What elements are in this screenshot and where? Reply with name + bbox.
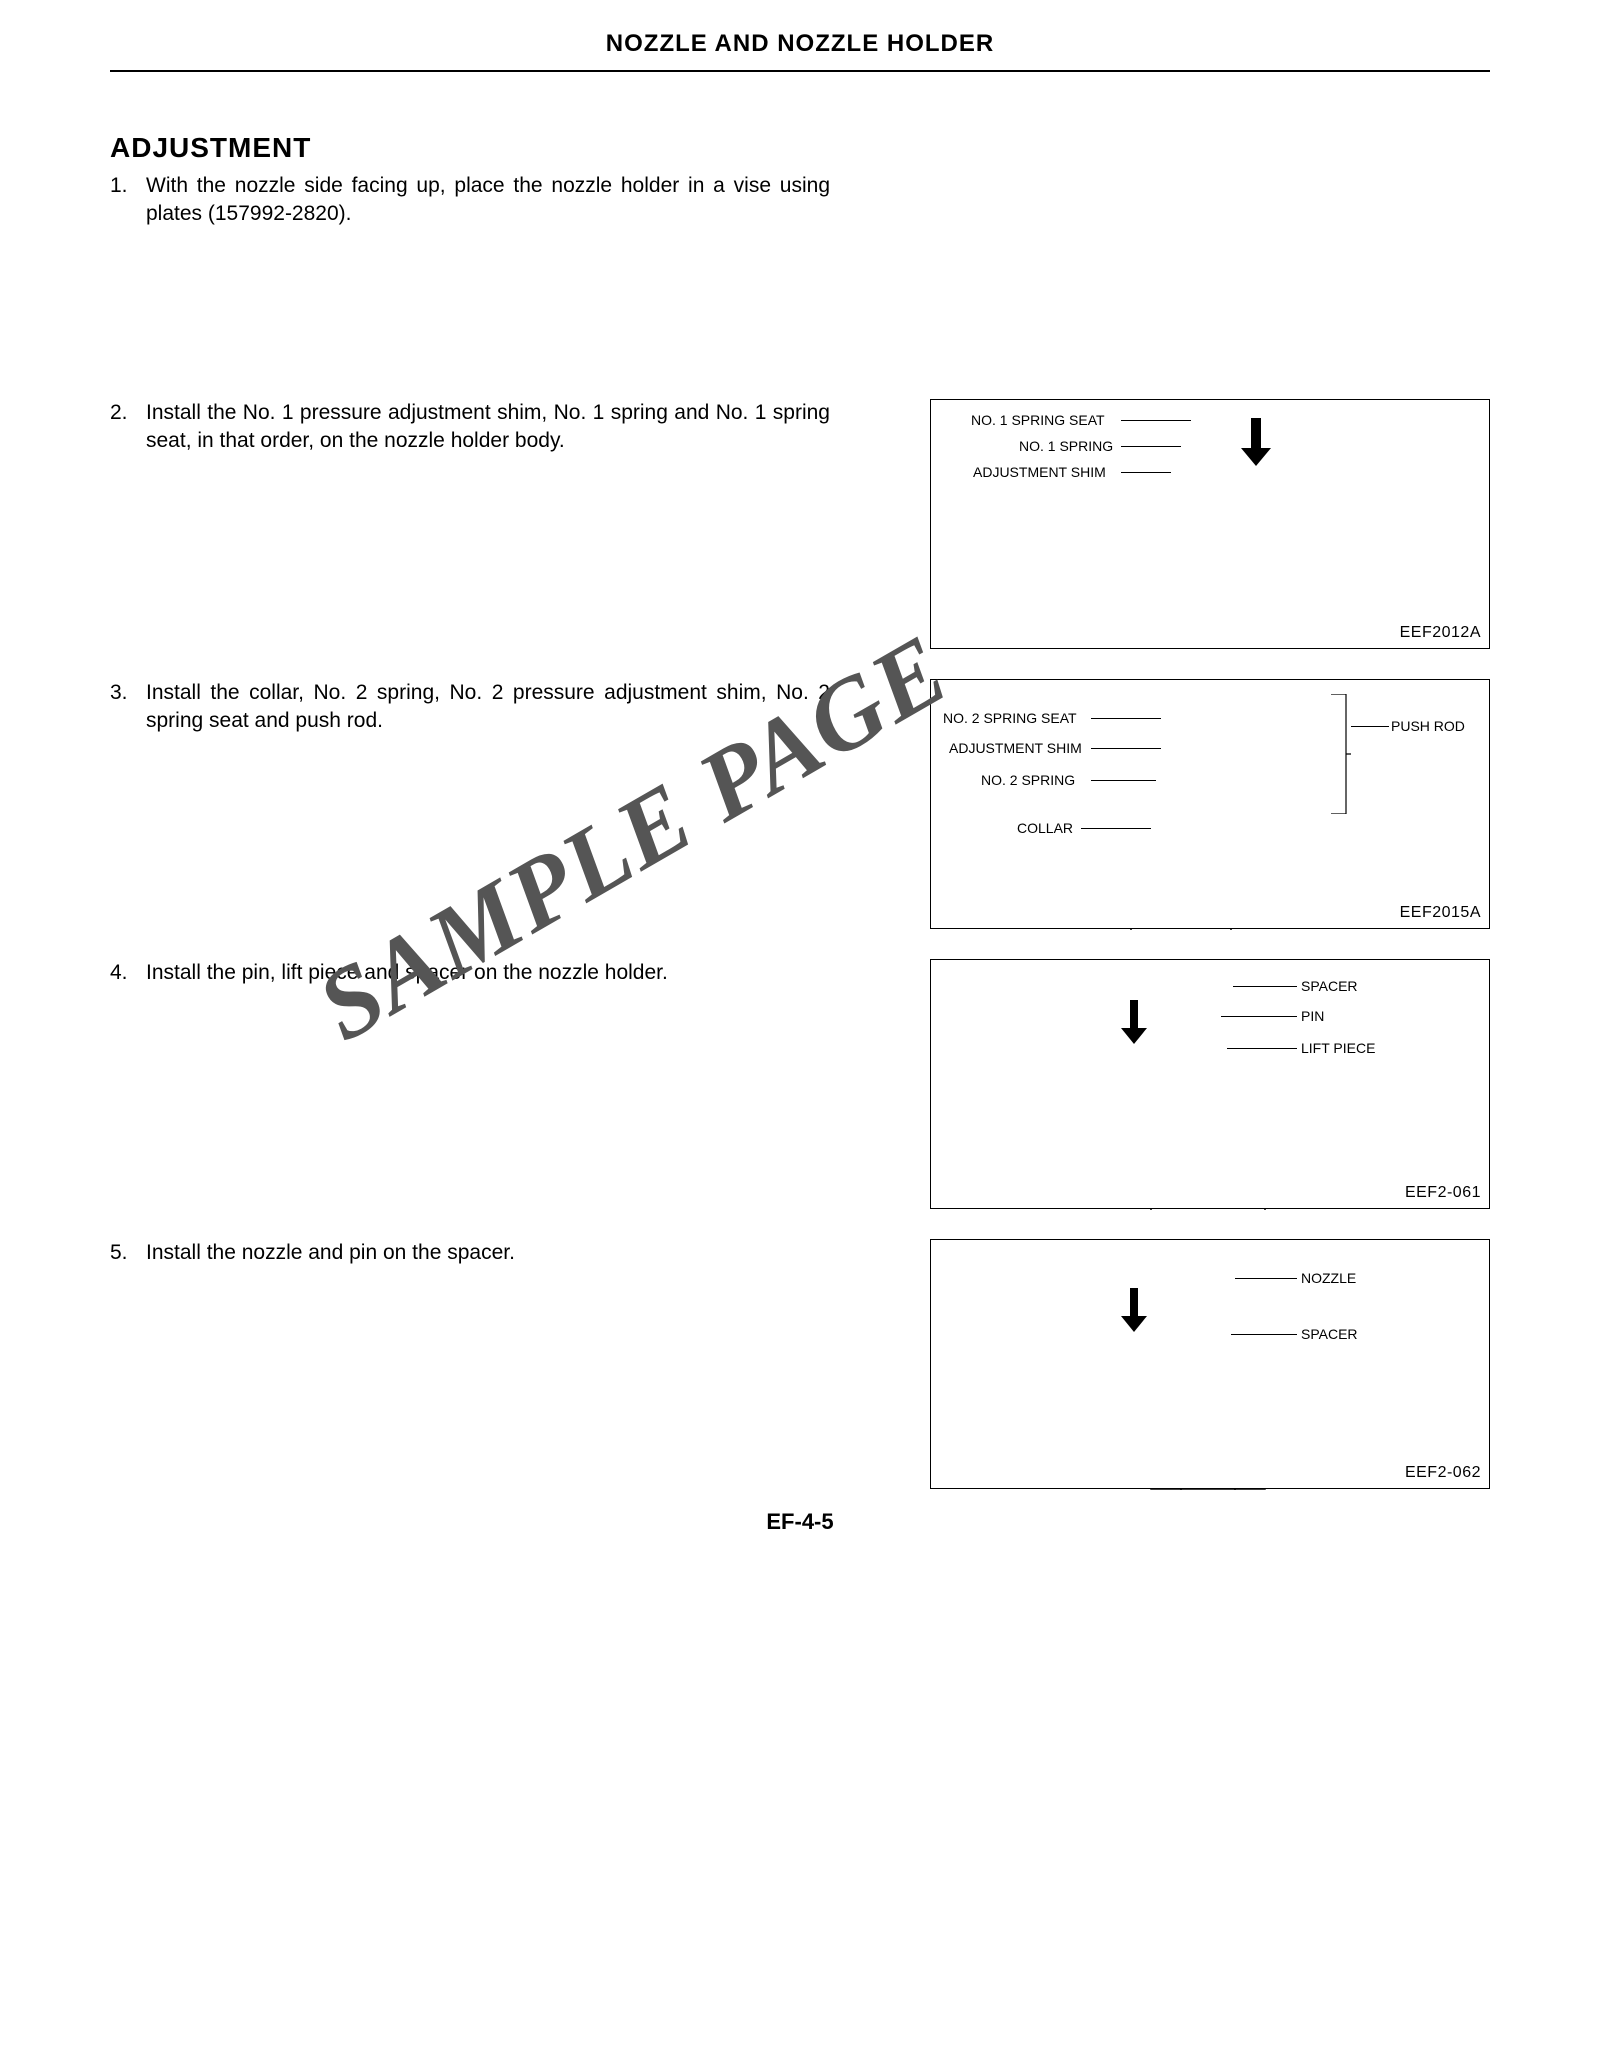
- step-4-text: Install the pin, lift piece and spacer o…: [146, 959, 830, 987]
- fig5-illustration: [931, 1240, 1491, 1490]
- fig3-callout-push-rod: PUSH ROD: [1391, 718, 1465, 734]
- section-title: ADJUSTMENT: [110, 132, 1490, 164]
- step-5: 5. Install the nozzle and pin on the spa…: [110, 1239, 1490, 1489]
- figure-5: NOZZLE SPACER: [930, 1239, 1490, 1489]
- figure-4: SPACER PIN LIFT PIECE: [930, 959, 1490, 1209]
- step-3-text: Install the collar, No. 2 spring, No. 2 …: [146, 679, 830, 736]
- fig3-callout-collar: COLLAR: [1017, 820, 1073, 836]
- step-3-num: 3.: [110, 679, 146, 736]
- fig5-callout-spacer: SPACER: [1301, 1326, 1358, 1342]
- fig4-callout-lift-piece: LIFT PIECE: [1301, 1040, 1375, 1056]
- step-2-text: Install the No. 1 pressure adjustment sh…: [146, 399, 830, 456]
- step-2: 2. Install the No. 1 pressure adjustment…: [110, 399, 1490, 649]
- fig2-code: EEF2012A: [1400, 624, 1481, 642]
- page-header-title: NOZZLE AND NOZZLE HOLDER: [110, 30, 1490, 72]
- step-1: 1. With the nozzle side facing up, place…: [110, 172, 1490, 229]
- fig4-illustration: [931, 960, 1491, 1210]
- fig3-callout-shim: ADJUSTMENT SHIM: [949, 740, 1082, 756]
- fig5-code: EEF2-062: [1405, 1464, 1481, 1482]
- fig5-callout-nozzle: NOZZLE: [1301, 1270, 1356, 1286]
- fig4-callout-pin: PIN: [1301, 1008, 1324, 1024]
- figure-3: NO. 2 SPRING SEAT ADJUSTMENT SHIM NO. 2 …: [930, 679, 1490, 929]
- step-1-num: 1.: [110, 172, 146, 229]
- step-3: 3. Install the collar, No. 2 spring, No.…: [110, 679, 1490, 929]
- step-4: 4. Install the pin, lift piece and space…: [110, 959, 1490, 1209]
- fig3-callout-spring: NO. 2 SPRING: [981, 772, 1075, 788]
- down-arrow-icon: [1121, 1288, 1147, 1333]
- fig3-code: EEF2015A: [1400, 904, 1481, 922]
- step-1-text: With the nozzle side facing up, place th…: [146, 172, 830, 229]
- fig3-callout-spring-seat: NO. 2 SPRING SEAT: [943, 710, 1077, 726]
- fig2-callout-spring: NO. 1 SPRING: [1019, 438, 1113, 454]
- fig4-code: EEF2-061: [1405, 1184, 1481, 1202]
- step-5-text: Install the nozzle and pin on the spacer…: [146, 1239, 830, 1267]
- step-5-num: 5.: [110, 1239, 146, 1267]
- down-arrow-icon: [1241, 418, 1271, 468]
- fig2-illustration: [931, 400, 1491, 650]
- bracket-icon: [1331, 694, 1351, 814]
- fig4-callout-spacer: SPACER: [1301, 978, 1358, 994]
- step-4-num: 4.: [110, 959, 146, 987]
- page: NOZZLE AND NOZZLE HOLDER ADJUSTMENT 1. W…: [0, 0, 1600, 1575]
- down-arrow-icon: [1121, 1000, 1147, 1045]
- fig2-callout-spring-seat: NO. 1 SPRING SEAT: [971, 412, 1105, 428]
- step-2-num: 2.: [110, 399, 146, 456]
- fig2-callout-shim: ADJUSTMENT SHIM: [973, 464, 1106, 480]
- page-number: EF-4-5: [110, 1509, 1490, 1535]
- figure-2: NO. 1 SPRING SEAT NO. 1 SPRING ADJUSTMEN…: [930, 399, 1490, 649]
